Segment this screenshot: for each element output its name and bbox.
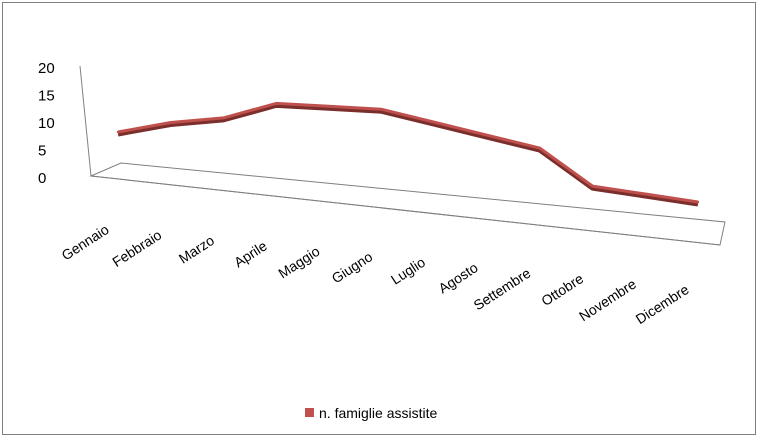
floor-edge: [90, 175, 721, 246]
data-point: [274, 102, 278, 105]
category-label: Ottobre: [538, 270, 586, 309]
y-tick-label: 20: [38, 60, 55, 77]
category-label: Giugno: [329, 248, 376, 286]
category-label: Gennaio: [59, 221, 112, 263]
series-line: [117, 101, 699, 204]
data-point: [380, 108, 383, 111]
y-axis-ticks: 0 5 10 15 20: [38, 60, 55, 187]
data-point: [433, 121, 436, 124]
legend-swatch: [305, 408, 314, 417]
category-label: Marzo: [176, 232, 218, 267]
legend: n. famiglie assistite: [305, 405, 437, 421]
series-line-depth: [117, 102, 699, 207]
category-label: Aprile: [231, 237, 270, 270]
category-label: Maggio: [275, 243, 322, 282]
data-point: [591, 184, 594, 188]
data-point: [696, 200, 700, 204]
y-axis-line: [79, 65, 92, 177]
y-tick-label: 0: [38, 170, 46, 187]
category-label: Luglio: [388, 254, 428, 288]
data-point: [327, 105, 331, 108]
data-point: [116, 130, 120, 134]
y-tick-label: 10: [38, 115, 55, 132]
legend-label: n. famiglie assistite: [319, 405, 437, 421]
y-tick-label: 5: [38, 143, 46, 160]
floor-plane: [89, 162, 726, 246]
data-point: [538, 146, 542, 150]
category-label: Febbraio: [109, 226, 164, 270]
series-group: [116, 101, 700, 207]
data-point: [644, 192, 647, 196]
category-label: Dicembre: [633, 281, 692, 327]
category-label: Agosto: [435, 259, 480, 296]
y-tick-label: 15: [38, 88, 55, 105]
data-point: [169, 121, 172, 124]
data-point: [222, 116, 225, 120]
data-point: [485, 133, 489, 137]
